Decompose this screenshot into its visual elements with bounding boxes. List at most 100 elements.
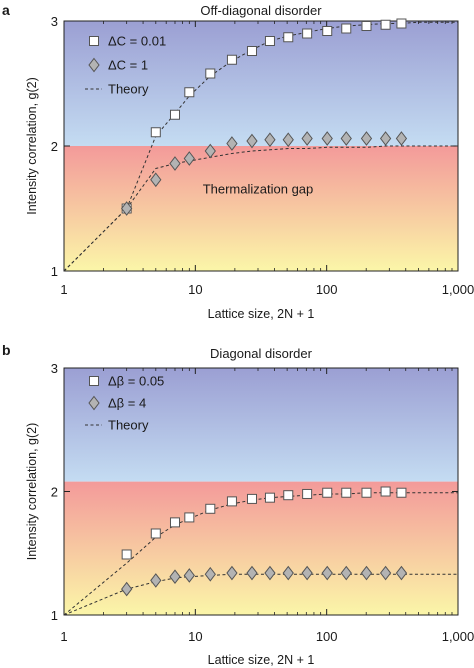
data-point-square <box>322 487 333 498</box>
legend-marker-diamond <box>88 57 100 73</box>
legend: ΔC = 0.01 ΔC = 1 Theory <box>85 34 166 97</box>
data-point-diamond <box>121 581 133 597</box>
data-point-square <box>226 54 237 65</box>
data-point-diamond <box>121 201 133 216</box>
x-tick-label: 1,000 <box>442 629 474 644</box>
panel-title: Diagonal disorder <box>210 346 313 361</box>
y-axis-label: Intensity correlation, g(2) <box>25 423 39 561</box>
legend-marker-square <box>89 36 99 46</box>
panel-label: b <box>2 342 11 358</box>
x-axis-label: Lattice size, 2N + 1 <box>208 653 315 667</box>
data-point-square <box>302 28 313 39</box>
data-point-square <box>380 19 391 30</box>
data-point-diamond <box>340 565 352 581</box>
x-tick-label: 1 <box>60 282 67 297</box>
data-point-square <box>341 487 352 498</box>
legend: Δβ = 0.05 Δβ = 4 Theory <box>85 374 164 433</box>
data-point-diamond <box>183 568 195 583</box>
data-point-square <box>264 36 275 46</box>
panel-title: Off-diagonal disorder <box>200 3 322 18</box>
data-point-diamond <box>169 156 181 171</box>
data-point-diamond <box>360 131 373 146</box>
data-point-diamond <box>226 136 238 151</box>
legend-label: Theory <box>108 418 149 433</box>
data-point-square <box>283 490 294 501</box>
y-tick-label: 3 <box>51 361 58 376</box>
data-point-diamond <box>264 132 276 148</box>
data-point-square <box>380 486 391 497</box>
x-tick-label: 10 <box>188 629 202 644</box>
data-point-square <box>302 488 313 499</box>
data-point-diamond <box>204 566 216 582</box>
chart-panel-a: 1 10 100 1,000 1 2 3 Off-diagonal disorder a Latt… <box>2 2 474 321</box>
data-point-square <box>361 487 372 498</box>
data-point-square <box>396 487 407 498</box>
data-point-square <box>184 87 195 98</box>
x-tick-label: 1,000 <box>442 282 474 297</box>
legend-marker-diamond <box>88 395 100 411</box>
legend-label: ΔC = 1 <box>108 58 148 73</box>
x-tick-label: 100 <box>316 282 338 297</box>
data-point-diamond <box>321 565 333 581</box>
data-point-diamond <box>264 565 276 581</box>
legend-label: Δβ = 4 <box>108 396 146 411</box>
data-point-square <box>246 46 257 56</box>
data-point-square <box>184 512 195 523</box>
theory-curve <box>63 145 458 272</box>
data-point-square <box>341 23 352 34</box>
data-point-square <box>150 127 161 138</box>
y-axis-label: Intensity correlation, g(2) <box>25 77 39 215</box>
data-point-square <box>121 549 132 560</box>
y-tick-label: 1 <box>51 608 58 623</box>
legend-label: Theory <box>108 82 149 97</box>
data-point-diamond <box>204 143 216 159</box>
shaded-region <box>64 481 458 615</box>
data-point-diamond <box>169 569 181 585</box>
data-point-square <box>361 21 372 31</box>
data-point-diamond <box>226 565 238 581</box>
data-point-square <box>205 68 216 79</box>
y-tick-label: 2 <box>51 139 58 154</box>
data-point-square <box>169 109 180 120</box>
data-point-square <box>205 503 216 514</box>
data-point-square <box>322 26 333 36</box>
data-point-diamond <box>321 131 333 146</box>
data-point-square <box>396 18 407 29</box>
panel-label: a <box>2 2 10 18</box>
legend-label: Δβ = 0.05 <box>108 374 164 389</box>
data-point-diamond <box>379 565 392 581</box>
region-annotation: Thermalization gap <box>203 182 314 197</box>
chart-panel-b: 1 10 100 1,000 1 2 3 Diagonal disorder b Lattice … <box>2 342 474 667</box>
data-point-diamond <box>282 565 294 581</box>
data-point-square <box>283 32 294 43</box>
data-point-diamond <box>150 573 162 588</box>
data-point-diamond <box>301 131 313 146</box>
data-point-square <box>226 496 237 507</box>
data-point-diamond <box>282 132 294 148</box>
shaded-region <box>64 368 458 482</box>
data-point-diamond <box>395 565 408 581</box>
data-point-diamond <box>246 133 258 149</box>
y-tick-label: 1 <box>51 264 58 279</box>
legend-marker-square <box>89 376 99 386</box>
data-point-square <box>264 492 275 503</box>
data-point-diamond <box>340 131 352 146</box>
data-point-diamond <box>183 151 195 166</box>
x-tick-label: 10 <box>188 282 202 297</box>
legend-label: ΔC = 0.01 <box>108 34 166 49</box>
x-axis-label: Lattice size, 2N + 1 <box>208 307 315 321</box>
data-point-diamond <box>150 172 162 188</box>
y-tick-label: 3 <box>51 14 58 29</box>
data-point-square <box>169 517 180 528</box>
data-point-square <box>246 493 257 504</box>
data-point-diamond <box>301 565 313 581</box>
data-point-diamond <box>360 565 373 581</box>
y-tick-label: 2 <box>51 485 58 500</box>
shaded-region <box>64 21 458 146</box>
data-point-square <box>150 528 161 539</box>
x-tick-label: 1 <box>60 629 67 644</box>
x-tick-label: 100 <box>316 629 338 644</box>
data-point-diamond <box>246 565 258 581</box>
data-point-diamond <box>379 131 392 146</box>
